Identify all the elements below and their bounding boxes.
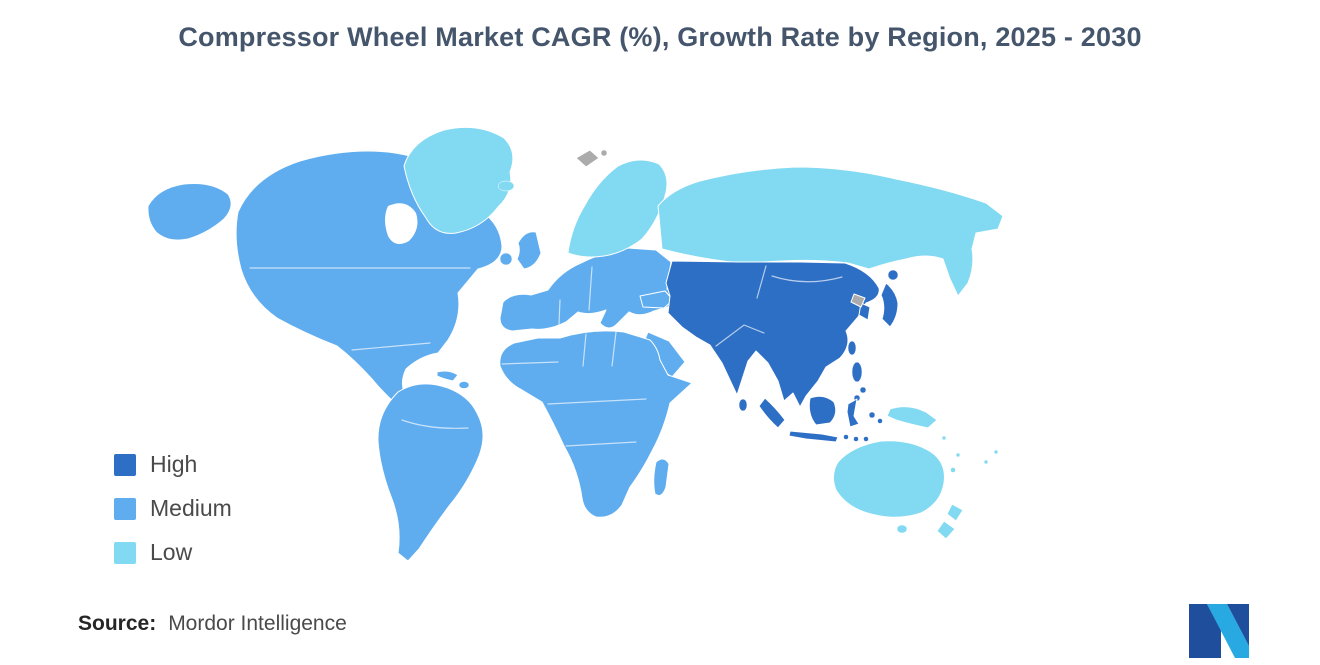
- region-new-guinea: [886, 406, 938, 429]
- legend-swatch-low-rect: [114, 541, 136, 564]
- region-australia: [832, 440, 945, 518]
- island-dot: [843, 434, 849, 440]
- region-new-zealand-north: [946, 503, 964, 522]
- island-dot: [983, 459, 989, 465]
- border-us-mexico: [351, 342, 431, 351]
- source-label: Source:: [78, 612, 157, 635]
- border-africa-1: [582, 333, 587, 367]
- region-south-america: [377, 383, 484, 562]
- island-dot: [941, 435, 947, 441]
- region-borneo: [808, 395, 837, 426]
- regions-no-data: [575, 149, 866, 308]
- border-europe-1: [558, 299, 561, 325]
- legend: High Medium Low: [114, 451, 232, 566]
- region-taiwan: [847, 340, 857, 356]
- regions-high: [665, 260, 899, 443]
- region-tasmania: [896, 524, 908, 534]
- region-scandinavia: [567, 159, 668, 258]
- island-dot: [868, 411, 876, 419]
- legend-swatch-low: [114, 541, 136, 564]
- island-dot: [950, 467, 956, 473]
- mordor-intelligence-logo: [1189, 604, 1249, 658]
- source-line: Source: Mordor Intelligence: [78, 612, 347, 636]
- logo-shape-middle: [1207, 604, 1249, 658]
- legend-item-medium: Medium: [114, 495, 232, 522]
- border-europe-2: [588, 266, 593, 311]
- border-africa-3: [501, 361, 559, 365]
- border-kazakhstan-china: [756, 265, 767, 299]
- source-value: Mordor Intelligence: [168, 612, 347, 635]
- border-brazil: [401, 419, 469, 429]
- region-svalbard-islet: [600, 149, 608, 157]
- legend-label-high: High: [150, 451, 198, 477]
- region-new-zealand-south: [936, 520, 956, 540]
- region-sulawesi: [846, 398, 860, 428]
- legend-item-low: Low: [114, 539, 232, 566]
- island-dot: [863, 436, 869, 442]
- region-united-kingdom: [516, 231, 542, 270]
- border-africa-2: [611, 331, 617, 367]
- region-sumatra: [758, 397, 786, 429]
- region-north-korea: [850, 293, 866, 308]
- region-madagascar: [653, 458, 670, 496]
- legend-swatch-high-rect: [114, 453, 136, 476]
- region-hokkaido: [887, 269, 899, 281]
- hudson-bay: [385, 203, 418, 245]
- logo-shape-right: [1227, 604, 1249, 646]
- legend-swatch-medium-rect: [114, 497, 136, 520]
- island-dot: [955, 452, 961, 458]
- region-alaska: [147, 183, 232, 241]
- legend-label-medium: Medium: [150, 495, 232, 521]
- legend-swatch-medium: [114, 497, 136, 520]
- region-sri-lanka: [738, 398, 748, 412]
- logo-shape-left: [1189, 604, 1221, 658]
- border-mongolia: [771, 275, 843, 283]
- border-africa-4: [547, 398, 647, 405]
- region-svalbard: [575, 149, 600, 168]
- region-philippines: [851, 361, 863, 383]
- chart-title: Compressor Wheel Market CAGR (%), Growth…: [178, 22, 1142, 52]
- island-dot: [853, 436, 859, 442]
- island-dot: [877, 418, 883, 424]
- legend-swatch-high: [114, 453, 136, 476]
- region-asia-high: [665, 260, 880, 408]
- region-cuba: [436, 370, 459, 382]
- regions-low: [403, 126, 1004, 540]
- region-iceland: [497, 180, 515, 192]
- country-borders: [249, 265, 843, 447]
- region-japan: [880, 282, 899, 328]
- region-turkey: [639, 290, 674, 309]
- region-russia: [657, 166, 1004, 297]
- region-africa: [499, 330, 693, 518]
- region-hispaniola: [458, 381, 470, 389]
- region-ireland: [499, 252, 513, 266]
- region-java: [788, 430, 839, 443]
- border-africa-5: [565, 441, 637, 447]
- island-dot: [859, 386, 867, 394]
- legend-item-high: High: [114, 451, 232, 478]
- region-europe: [499, 247, 674, 332]
- legend-label-low: Low: [150, 539, 193, 565]
- region-south-korea: [858, 302, 871, 321]
- island-dot: [993, 449, 999, 455]
- border-india-china: [715, 324, 765, 347]
